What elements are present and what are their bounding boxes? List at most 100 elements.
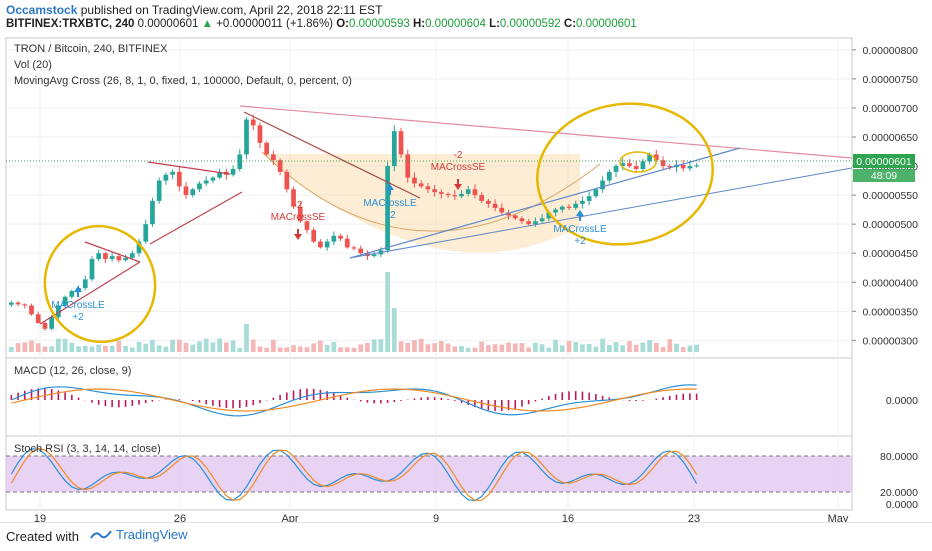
volume-bar (352, 348, 357, 352)
volume-bar (211, 342, 216, 352)
macd-histogram-bar (535, 400, 537, 401)
volume-bar (305, 347, 310, 352)
macd-histogram-bar (380, 400, 382, 403)
macd-histogram-bar (346, 398, 348, 400)
candle-body (211, 178, 216, 181)
volume-bar (607, 345, 612, 352)
macd-histogram-bar (138, 400, 140, 405)
candle-body (473, 189, 478, 195)
price-chart[interactable]: MACrossLE+2-2MACrossSEMACrossLE+2-2MACro… (0, 34, 932, 522)
price-axis[interactable]: 0.000008000.000007500.000007000.00000650… (852, 45, 918, 348)
candle-body (22, 304, 27, 305)
stoch-tick-label: 20.0000 (880, 487, 918, 499)
candle-body (573, 204, 578, 208)
candle-body (103, 253, 108, 259)
macd-histogram-bar (669, 396, 671, 400)
volume-bar (641, 343, 646, 352)
candle-body (311, 230, 316, 242)
price-tick-label: 0.00000500 (863, 219, 919, 231)
legend-macd: MACD (12, 26, close, 9) (14, 365, 131, 377)
volume-bar (399, 341, 404, 352)
candle-body (143, 224, 148, 241)
volume-bar (513, 343, 518, 352)
volume-bar (271, 340, 276, 352)
low-label: L: (489, 18, 500, 30)
candle-body (432, 189, 437, 192)
macd-histogram-bar (629, 400, 631, 401)
signal-sub: +2 (574, 236, 586, 247)
macd-pane[interactable] (6, 358, 852, 436)
volume-bar (614, 342, 619, 352)
candle-body (486, 201, 491, 204)
volume-bar (291, 345, 296, 352)
macd-histogram-bar (555, 394, 557, 400)
candle-body (130, 253, 135, 258)
candle-body (204, 181, 209, 184)
volume-bar (600, 339, 605, 352)
macd-histogram-bar (259, 400, 261, 403)
macd-histogram-bar (682, 394, 684, 400)
macd-histogram-bar (192, 400, 194, 401)
tradingview-brand[interactable]: TradingView (90, 527, 188, 542)
volume-bar (43, 346, 48, 352)
candle-body (607, 172, 612, 181)
candle-body (83, 279, 88, 288)
macd-histogram-bar (642, 400, 644, 401)
macd-axis[interactable]: 0.0000 (886, 395, 918, 407)
legend-title: TRON / Bitcoin, 240, BITFINEX (14, 43, 168, 55)
volume-bar (204, 339, 209, 352)
signal-sub: -2 (454, 150, 463, 161)
candle-body (278, 160, 283, 172)
volume-bar (325, 345, 330, 352)
macd-histogram-bar (246, 400, 248, 407)
volume-bar (540, 344, 545, 352)
price-tick-label: 0.00000800 (863, 45, 919, 57)
macd-histogram-bar (125, 400, 127, 407)
volume-bar (385, 272, 390, 352)
signal-sub: +2 (384, 210, 396, 221)
candle-body (499, 208, 504, 213)
volume-bar (29, 340, 34, 352)
author-link[interactable]: Occamstock (6, 3, 77, 17)
macd-histogram-bar (118, 400, 120, 407)
candle-body (117, 256, 122, 260)
volume-bar (244, 324, 249, 352)
up-triangle-icon: ▲ (202, 18, 213, 30)
macd-histogram-bar (179, 399, 181, 400)
price-tick-label: 0.00000400 (863, 277, 919, 289)
price-tick-label: 0.00000700 (863, 103, 919, 115)
volume-bar (69, 343, 74, 352)
volume-bar (627, 341, 632, 352)
volume-bar (647, 340, 652, 352)
volume-bar (298, 346, 303, 352)
candle-body (150, 201, 155, 224)
macd-histogram-bar (111, 400, 113, 407)
volume-bar (338, 347, 343, 352)
candle-body (526, 221, 531, 224)
time-tick-label: May (828, 513, 849, 522)
high-value: 0.00000604 (425, 18, 486, 30)
macd-histogram-bar (481, 400, 483, 409)
macd-histogram-bar (394, 400, 396, 402)
candle-body (170, 172, 175, 175)
signal-label: MACrossSE (271, 212, 326, 223)
volume-bar (620, 345, 625, 352)
candle-body (237, 154, 242, 169)
macd-histogram-bar (528, 400, 530, 404)
macd-histogram-bar (434, 397, 436, 400)
volume-bar (567, 341, 572, 352)
candle-body (587, 196, 592, 201)
tradingview-logo-icon (90, 528, 112, 542)
signal-label: MACrossLE (51, 300, 105, 311)
volume-bar (546, 348, 551, 352)
signal-label: MACrossLE (363, 198, 417, 209)
macd-histogram-bar (414, 398, 416, 400)
signal-sub: -2 (294, 200, 303, 211)
candle-body (513, 215, 518, 218)
candle-body (419, 183, 424, 186)
volume-bar (580, 344, 585, 352)
volume-bar (459, 346, 464, 352)
volume-bar (63, 339, 68, 352)
